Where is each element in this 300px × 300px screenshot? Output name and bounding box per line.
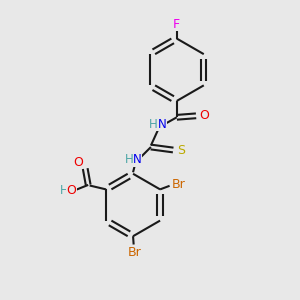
Text: S: S: [178, 143, 185, 157]
Text: O: O: [73, 155, 83, 169]
Text: N: N: [133, 153, 142, 166]
Text: O: O: [200, 109, 209, 122]
Text: N: N: [158, 118, 166, 130]
Text: O: O: [66, 184, 76, 197]
Text: H: H: [125, 153, 134, 166]
Text: F: F: [173, 18, 180, 31]
Text: Br: Br: [128, 246, 141, 259]
Text: H: H: [148, 118, 157, 130]
Text: H: H: [60, 184, 69, 197]
Text: Br: Br: [172, 178, 185, 190]
